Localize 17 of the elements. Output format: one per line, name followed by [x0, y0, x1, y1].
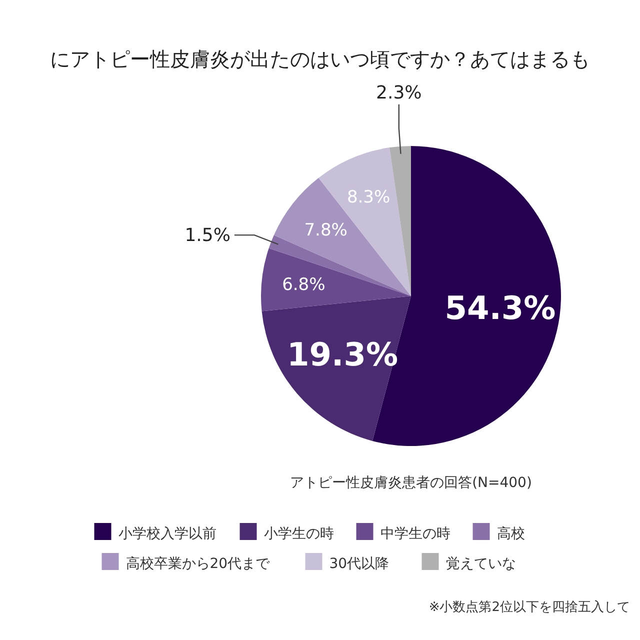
legend-label: 覚えていな — [446, 556, 516, 572]
legend-label: 高校卒業から20代まで — [126, 556, 271, 572]
legend-label: 小学校入学以前 — [118, 526, 216, 542]
data-label: 19.3% — [287, 336, 398, 374]
chart-title: にアトピー性皮膚炎が出たのはいつ頃ですか？あてはまるも — [50, 47, 590, 71]
legend-label: 小学生の時 — [264, 526, 334, 542]
data-label: 7.8% — [304, 220, 348, 241]
data-label: 6.8% — [282, 274, 326, 295]
legend-label: 中学生の時 — [380, 526, 450, 542]
data-label: 1.5% — [184, 225, 230, 246]
data-label: 2.3% — [376, 82, 422, 104]
text: アトピー性皮膚炎患者の回答(N=400) — [290, 475, 532, 491]
legend-label: 高校 — [496, 526, 525, 542]
text: ※小数点第2位以下を四捨五入して — [428, 600, 630, 615]
data-label: 54.3% — [444, 288, 556, 327]
data-label: 8.3% — [346, 188, 390, 208]
legend-label: 30代以降 — [329, 556, 390, 572]
